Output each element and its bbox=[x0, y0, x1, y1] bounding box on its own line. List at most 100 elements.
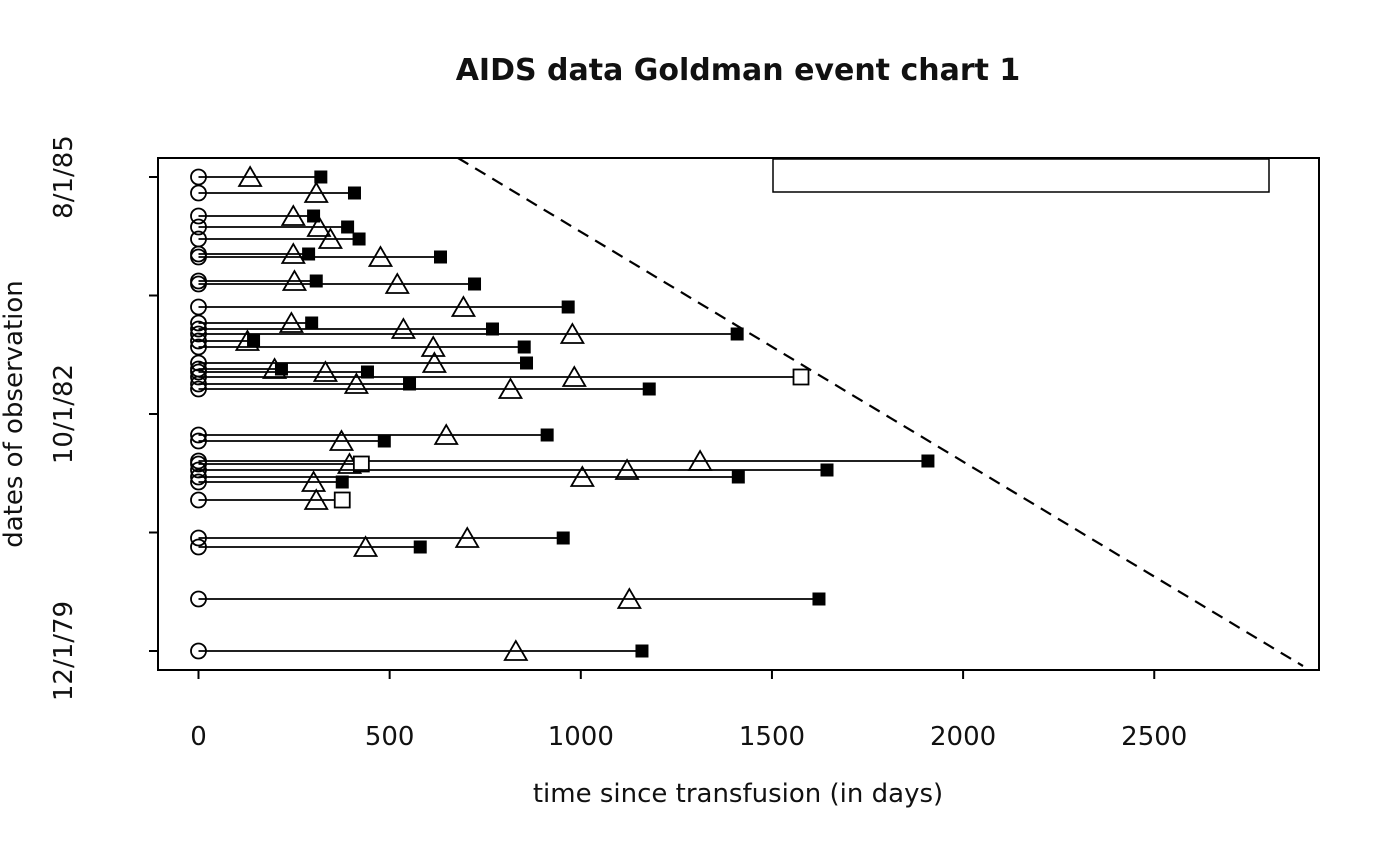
death-filled-square-icon bbox=[468, 277, 482, 291]
aids-diagnosis-triangle-icon bbox=[280, 204, 306, 226]
patient-row bbox=[190, 311, 319, 333]
patient-row bbox=[190, 470, 349, 492]
aids-diagnosis-triangle-icon bbox=[384, 272, 410, 294]
aids-diagnosis-triangle-icon bbox=[559, 322, 585, 344]
transfusion-circle-icon bbox=[190, 298, 207, 316]
transfusion-circle-icon bbox=[190, 168, 207, 186]
transfusion-circle-icon bbox=[190, 314, 207, 332]
x-axis-title: time since transfusion (in days) bbox=[533, 779, 943, 809]
censored-open-square-icon bbox=[333, 491, 351, 509]
transfusion-circle-icon bbox=[190, 468, 207, 486]
y-axis-title: dates of observation bbox=[0, 280, 29, 548]
death-filled-square-icon bbox=[520, 356, 534, 370]
transfusion-circle-icon bbox=[190, 642, 207, 660]
censored-open-square-icon bbox=[352, 455, 370, 473]
transfusion-circle-icon bbox=[190, 184, 207, 202]
patient-row bbox=[190, 377, 656, 399]
transfusion-circle-icon bbox=[190, 473, 207, 491]
transfusion-circle-icon bbox=[190, 207, 207, 225]
aids-diagnosis-triangle-icon bbox=[450, 295, 476, 317]
death-filled-square-icon bbox=[731, 470, 745, 484]
patient-row bbox=[190, 181, 361, 203]
aids-diagnosis-triangle-icon bbox=[303, 181, 329, 203]
patient-row bbox=[190, 269, 323, 291]
death-filled-square-icon bbox=[377, 434, 391, 448]
y-tick-label: 8/1/85 bbox=[49, 135, 79, 219]
censored-open-square-icon bbox=[792, 368, 810, 386]
patient-row bbox=[190, 360, 374, 382]
aids-diagnosis-triangle-icon bbox=[303, 488, 329, 510]
aids-diagnosis-triangle-icon bbox=[280, 242, 306, 264]
aids-diagnosis-triangle-icon bbox=[353, 535, 379, 557]
aids-diagnosis-triangle-icon bbox=[390, 317, 416, 339]
aids-diagnosis-triangle-icon bbox=[343, 372, 369, 394]
transfusion-circle-icon bbox=[190, 455, 207, 473]
chart-title: AIDS data Goldman event chart 1 bbox=[456, 53, 1021, 88]
death-filled-square-icon bbox=[820, 463, 834, 477]
transfusion-circle-icon bbox=[190, 529, 207, 547]
death-filled-square-icon bbox=[341, 220, 355, 234]
transfusion-circle-icon bbox=[190, 380, 207, 398]
y-tick-label: 12/1/79 bbox=[49, 601, 79, 701]
death-filled-square-icon bbox=[360, 365, 374, 379]
transfusion-circle-icon bbox=[190, 354, 207, 372]
death-filled-square-icon bbox=[302, 247, 316, 261]
aids-diagnosis-triangle-icon bbox=[237, 165, 263, 187]
transfusion-circle-icon bbox=[190, 538, 207, 556]
axes: 0 500 1000 1500 2000 2500 8/1/85 10/1/82 12/1/79 bbox=[49, 135, 1320, 752]
aids-diagnosis-triangle-icon bbox=[561, 365, 587, 387]
aids-diagnosis-triangle-icon bbox=[454, 526, 480, 548]
transfusion-circle-icon bbox=[190, 332, 207, 350]
death-filled-square-icon bbox=[307, 209, 321, 223]
patient-row bbox=[190, 272, 482, 294]
patient-row bbox=[190, 423, 554, 445]
aids-diagnosis-triangle-icon bbox=[616, 587, 642, 609]
transfusion-circle-icon bbox=[190, 590, 207, 608]
transfusion-circle-icon bbox=[190, 338, 207, 356]
death-filled-square-icon bbox=[347, 186, 361, 200]
x-tick-label: 1500 bbox=[739, 722, 805, 752]
patient-row bbox=[190, 429, 391, 451]
patient-row bbox=[190, 165, 328, 187]
patient-row bbox=[190, 587, 826, 609]
death-filled-square-icon bbox=[314, 170, 328, 184]
patient-row bbox=[190, 242, 316, 264]
aids-diagnosis-triangle-icon bbox=[497, 377, 524, 399]
patient-row bbox=[190, 215, 355, 237]
patient-row bbox=[190, 351, 534, 373]
transfusion-circle-icon bbox=[190, 248, 207, 266]
aids-diagnosis-triangle-icon bbox=[367, 245, 394, 267]
x-tick-label: 1000 bbox=[548, 722, 614, 752]
patient-row bbox=[190, 526, 570, 548]
patient-row bbox=[190, 227, 366, 249]
patient-row bbox=[190, 329, 261, 351]
x-tick-label: 2000 bbox=[930, 722, 996, 752]
transfusion-circle-icon bbox=[190, 375, 207, 393]
patient-row bbox=[190, 245, 447, 267]
transfusion-circle-icon bbox=[190, 218, 207, 236]
patient-row bbox=[190, 295, 575, 317]
death-filled-square-icon bbox=[540, 428, 554, 442]
death-filled-square-icon bbox=[305, 316, 319, 330]
death-filled-square-icon bbox=[730, 327, 744, 341]
legend-box-rect bbox=[772, 158, 1270, 193]
x-tick-label: 0 bbox=[190, 722, 207, 752]
death-filled-square-icon bbox=[247, 334, 261, 348]
aids-diagnosis-triangle-icon bbox=[569, 465, 595, 487]
death-filled-square-icon bbox=[485, 322, 499, 336]
death-filled-square-icon bbox=[352, 232, 366, 246]
patient-row bbox=[190, 488, 351, 510]
patient-row bbox=[190, 322, 744, 344]
patient-event-rows bbox=[190, 165, 935, 661]
x-tick-label: 500 bbox=[365, 722, 415, 752]
aids-diagnosis-triangle-icon bbox=[614, 458, 640, 480]
death-filled-square-icon bbox=[556, 531, 570, 545]
patient-row bbox=[190, 535, 427, 557]
patient-row bbox=[190, 372, 417, 394]
death-filled-square-icon bbox=[517, 340, 531, 354]
death-filled-square-icon bbox=[413, 540, 427, 554]
transfusion-circle-icon bbox=[190, 491, 207, 509]
aids-diagnosis-triangle-icon bbox=[306, 215, 332, 237]
